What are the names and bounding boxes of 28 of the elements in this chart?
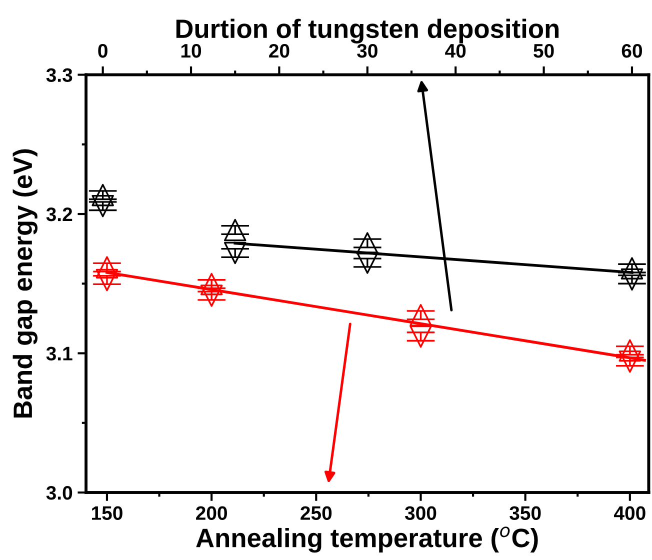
x-tick-label: 300 <box>404 506 436 520</box>
x2-axis-title: Durtion of tungsten deposition <box>176 18 559 44</box>
point <box>96 268 118 292</box>
y-tick-label: 3.2 <box>46 207 72 222</box>
point <box>200 272 223 296</box>
x-axis-title: Annealing temperature ($^{o}$C) <box>196 526 538 553</box>
x-tick-label: 400 <box>614 506 646 520</box>
x2-tick-label: 10 <box>181 44 202 58</box>
x-tick-label: 150 <box>92 506 122 520</box>
point <box>410 325 432 348</box>
y-tick-label: 3.0 <box>46 486 72 500</box>
x-tick-label: 200 <box>196 506 227 520</box>
x-tick-label: 250 <box>300 506 332 520</box>
point <box>96 256 118 278</box>
y-tick-label: 3.1 <box>46 346 72 361</box>
point <box>200 284 223 307</box>
x2-tick-label: 0 <box>98 44 108 58</box>
point <box>410 304 432 326</box>
point <box>618 339 642 362</box>
x2-tick-label: 60 <box>622 44 642 58</box>
x-tick-label: 350 <box>510 506 541 520</box>
x2-tick-label: 40 <box>445 44 466 58</box>
x2-tick-label: 30 <box>357 44 378 58</box>
y-tick-label: 3.3 <box>46 68 72 82</box>
x2-tick-label: 20 <box>269 44 290 58</box>
y-axis-title: Band gap energy (eV) <box>12 149 38 418</box>
point <box>618 350 642 373</box>
x2-tick-label: 50 <box>534 44 554 58</box>
